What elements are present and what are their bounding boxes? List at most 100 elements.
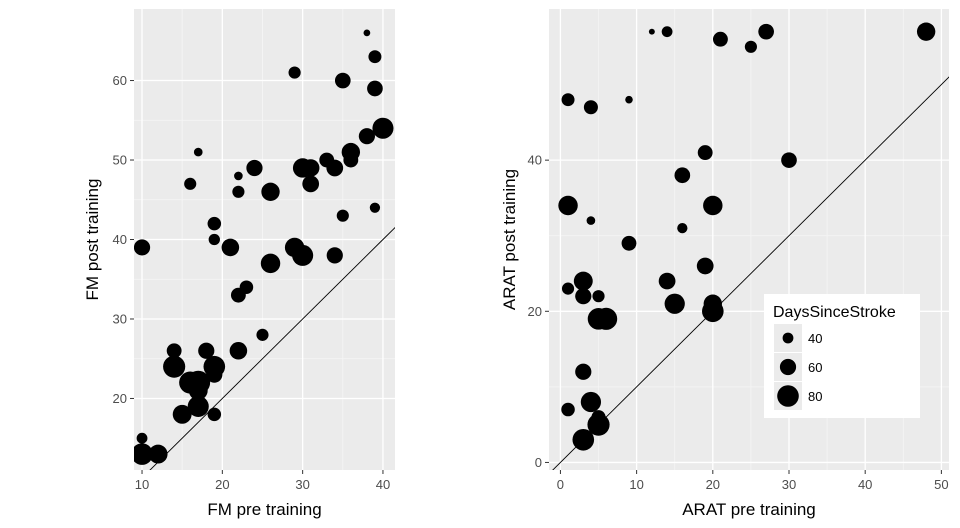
- data-point: [246, 159, 263, 177]
- data-point: [187, 395, 209, 417]
- data-point: [229, 342, 248, 360]
- data-point: [261, 182, 280, 201]
- y-tick-label: 50: [113, 153, 127, 168]
- data-point: [301, 159, 320, 177]
- x-tick-label: 30: [295, 477, 309, 492]
- data-point: [591, 410, 606, 425]
- y-tick-label: 20: [528, 304, 542, 319]
- legend-entry-label: 40: [808, 331, 822, 346]
- data-point: [292, 244, 314, 266]
- data-point: [363, 29, 371, 37]
- legend-title: DaysSinceStroke: [773, 304, 896, 321]
- data-point: [184, 177, 197, 190]
- legend-key-point: [777, 385, 799, 407]
- data-point: [586, 216, 596, 225]
- x-tick-label: 10: [135, 477, 149, 492]
- data-point: [369, 202, 381, 213]
- data-point: [367, 80, 383, 97]
- data-point: [193, 147, 203, 157]
- data-point: [561, 402, 575, 417]
- data-point: [302, 175, 320, 193]
- x-tick-label: 50: [934, 477, 948, 492]
- x-tick-label: 0: [557, 477, 564, 492]
- data-point: [148, 444, 168, 464]
- points: [134, 29, 394, 465]
- data-point: [221, 238, 240, 257]
- data-point: [558, 195, 578, 216]
- data-point: [234, 171, 243, 181]
- data-point: [592, 290, 605, 303]
- identity-line: [149, 226, 395, 470]
- data-point: [134, 443, 153, 465]
- data-point: [256, 328, 269, 341]
- data-point: [166, 343, 182, 359]
- data-point: [595, 307, 618, 330]
- data-point: [696, 257, 714, 275]
- y-tick-label: 40: [113, 232, 127, 247]
- data-point: [583, 100, 598, 115]
- data-point: [198, 342, 215, 359]
- data-point: [573, 271, 593, 291]
- data-point: [703, 195, 723, 216]
- data-point: [561, 282, 575, 295]
- data-point: [744, 40, 757, 53]
- fm-scatter-panel: 10 20 30 40 20 30 40 50 60 FM pre training FM post…: [83, 9, 395, 519]
- size-legend: DaysSinceStroke 40 60 80: [764, 294, 920, 418]
- data-point: [713, 31, 728, 47]
- data-point: [621, 235, 637, 251]
- data-point: [260, 253, 281, 274]
- x-tick-label: 10: [629, 477, 643, 492]
- data-point: [575, 288, 592, 305]
- data-point: [561, 93, 575, 107]
- legend-key-point: [779, 358, 797, 376]
- points: [558, 22, 936, 451]
- data-point: [207, 407, 222, 422]
- data-point: [136, 432, 148, 444]
- x-axis-title: ARAT pre training: [682, 500, 816, 519]
- data-point: [134, 239, 151, 256]
- identity-line: [552, 76, 949, 470]
- legend-entry-label: 80: [808, 389, 822, 404]
- data-point: [916, 22, 936, 41]
- data-point: [239, 280, 254, 294]
- data-point: [206, 366, 223, 383]
- data-point: [697, 145, 713, 161]
- x-tick-label: 40: [858, 477, 872, 492]
- y-axis-title: FM post training: [83, 179, 102, 301]
- data-point: [372, 117, 394, 139]
- data-point: [575, 363, 592, 380]
- data-point: [781, 152, 797, 168]
- data-point: [163, 355, 186, 378]
- data-point: [343, 152, 359, 168]
- y-tick-label: 0: [535, 455, 542, 470]
- data-point: [580, 391, 602, 413]
- data-point: [288, 66, 301, 79]
- y-axis-title: ARAT post training: [500, 169, 519, 310]
- arat-scatter-panel: 0 10 20 30 40 50 0 20 40 ARAT pre training ARAT po…: [500, 9, 949, 519]
- data-point: [172, 404, 192, 424]
- data-point: [208, 233, 220, 246]
- data-point: [625, 95, 633, 104]
- data-point: [334, 72, 351, 89]
- data-point: [368, 50, 382, 64]
- x-tick-label: 30: [782, 477, 796, 492]
- data-point: [758, 23, 774, 40]
- data-point: [336, 209, 349, 222]
- data-point: [674, 167, 691, 184]
- data-point: [661, 26, 673, 38]
- data-point: [188, 381, 208, 400]
- y-tick-label: 40: [528, 153, 542, 168]
- data-point: [648, 28, 655, 35]
- x-tick-label: 40: [376, 477, 390, 492]
- data-point: [232, 185, 245, 198]
- data-point: [664, 293, 685, 314]
- data-point: [358, 128, 375, 145]
- data-point: [207, 216, 222, 231]
- y-tick-label: 30: [113, 311, 127, 326]
- legend-entry-label: 60: [808, 360, 822, 375]
- x-tick-label: 20: [706, 477, 720, 492]
- data-point: [658, 272, 676, 290]
- data-point: [326, 247, 343, 264]
- data-point: [702, 300, 724, 323]
